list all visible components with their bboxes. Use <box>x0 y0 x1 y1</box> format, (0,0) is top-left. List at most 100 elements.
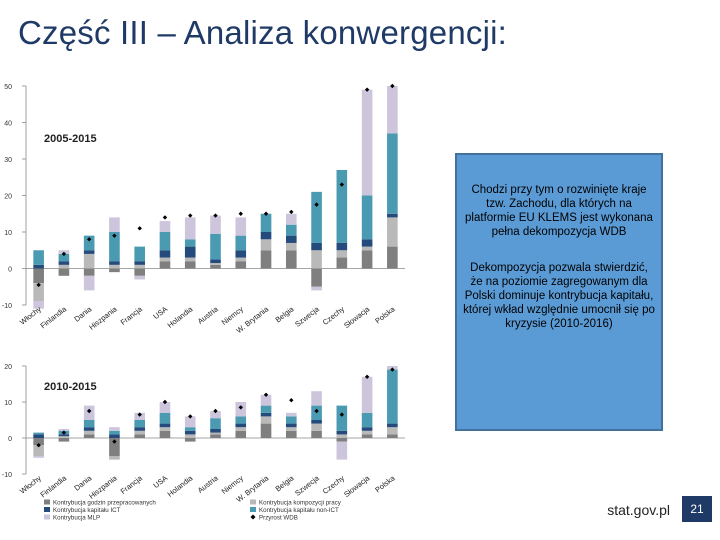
bar-segment <box>361 434 373 438</box>
y-tick-label: 50 <box>4 84 12 91</box>
legend-swatch <box>44 507 50 512</box>
bar-segment <box>285 427 297 431</box>
bar-segment <box>58 429 70 431</box>
legend-label: Kontrybucja kompozycji pracy <box>259 499 342 506</box>
growth-point <box>61 430 67 435</box>
category-label: USA <box>152 304 170 321</box>
bar-segment <box>58 436 70 438</box>
bar-segment <box>184 416 196 428</box>
growth-point <box>213 408 218 414</box>
bar-segment <box>311 242 322 251</box>
bar-segment <box>159 427 171 431</box>
category-label: Szwecja <box>293 304 321 329</box>
bar-segment <box>109 456 120 460</box>
bar-segment <box>33 456 44 458</box>
bar-segment <box>159 412 171 424</box>
category-label: USA <box>152 473 170 490</box>
bar-segment <box>336 169 348 243</box>
bar-segment <box>387 427 398 435</box>
bar-segment <box>260 405 272 413</box>
legend-label: Kontrybucja kapitału ICT <box>53 507 121 514</box>
bar-segment <box>260 423 272 438</box>
category-label: Holandia <box>166 473 196 499</box>
growth-point <box>188 414 193 419</box>
bar-segment <box>33 301 44 309</box>
bar-segment <box>58 434 70 437</box>
growth-point <box>289 209 294 215</box>
bar-segment <box>285 416 297 424</box>
category-label: Słowacja <box>342 473 372 499</box>
bar-segment <box>361 430 373 435</box>
growth-point <box>188 213 193 218</box>
bar-segment <box>184 246 196 258</box>
legend-label: Kontrybucja kapitału non-ICT <box>259 507 339 514</box>
bar-segment <box>235 423 247 428</box>
growth-point <box>289 398 294 403</box>
bar-segment <box>83 250 95 254</box>
bar-segment <box>33 434 44 438</box>
bar-segment <box>336 438 348 442</box>
bar-segment <box>134 420 146 428</box>
category-label: Szwecja <box>293 473 321 498</box>
bar-segment <box>134 430 146 435</box>
bar-segment <box>159 402 171 413</box>
growth-point <box>213 213 218 218</box>
category-label: Finlandia <box>39 473 69 499</box>
legend-label: Kontrybucja MLP <box>53 514 100 521</box>
bar-segment <box>387 246 398 269</box>
category-label: Polska <box>373 304 397 325</box>
category-label: Francja <box>119 304 145 327</box>
bar-segment <box>33 445 44 456</box>
bar-segment <box>336 441 348 460</box>
growth-point <box>263 392 269 397</box>
y-tick-label: 10 <box>4 230 12 237</box>
growth-point <box>238 211 243 216</box>
bar-segment <box>58 264 70 269</box>
bar-segment <box>210 263 221 265</box>
bar-segment <box>33 250 44 265</box>
y-tick-label: 30 <box>4 157 12 164</box>
bar-segment <box>336 250 348 258</box>
y-tick-label: 0 <box>8 436 12 443</box>
bar-segment <box>336 242 348 251</box>
category-label: Austria <box>196 304 221 326</box>
bar-segment <box>387 423 398 428</box>
bar-segment <box>387 213 398 218</box>
bar-segment <box>184 239 196 247</box>
category-label: Holandia <box>166 304 196 330</box>
bar-segment <box>109 232 120 262</box>
bar-segment <box>387 369 398 424</box>
y-tick-label: 10 <box>4 400 12 407</box>
bar-segment <box>109 434 120 438</box>
category-label: Francja <box>119 473 145 496</box>
growth-point <box>390 83 395 89</box>
bar-segment <box>235 261 247 269</box>
category-label: Austria <box>196 473 221 495</box>
bar-segment <box>235 257 247 262</box>
growth-point <box>314 202 319 207</box>
growth-point <box>339 182 345 187</box>
growth-point <box>36 282 41 288</box>
bar-segment <box>210 215 221 234</box>
category-label: Hiszpania <box>87 304 119 332</box>
bar-segment <box>83 430 95 435</box>
y-tick-label: -10 <box>2 303 12 310</box>
bar-segment <box>83 253 95 269</box>
bar-segment <box>33 268 44 284</box>
bar-segment <box>336 430 348 435</box>
bar-segment <box>311 191 322 243</box>
growth-point <box>86 237 92 242</box>
growth-point <box>36 443 41 448</box>
bar-segment <box>210 259 221 264</box>
bar-segment <box>184 261 196 269</box>
bar-segment <box>311 430 322 438</box>
growth-point <box>364 374 370 379</box>
chart-title: 2010-2015 <box>44 381 97 393</box>
bar-segment <box>83 420 95 428</box>
bar-segment <box>134 268 146 276</box>
bar-segment <box>184 257 196 262</box>
callout-box: Chodzi przy tym o rozwinięte kraje tzw. … <box>455 153 663 431</box>
growth-point <box>112 233 117 238</box>
